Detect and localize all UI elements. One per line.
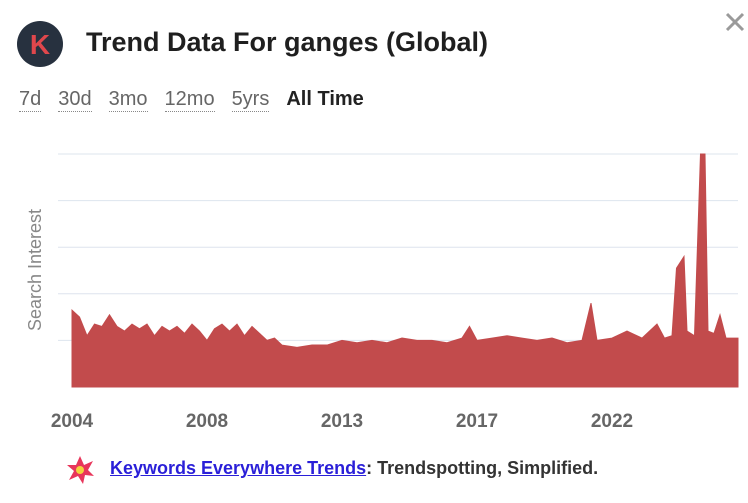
x-tick-label: 2004 bbox=[51, 411, 94, 432]
x-tick-label: 2008 bbox=[186, 411, 228, 432]
range-tab[interactable]: 30d bbox=[58, 88, 92, 112]
area bbox=[71, 153, 739, 388]
logo-letter: K bbox=[30, 29, 50, 60]
close-button[interactable] bbox=[725, 12, 745, 32]
x-tick-label: 2017 bbox=[456, 411, 498, 432]
x-tick-label: 2013 bbox=[321, 411, 363, 432]
y-axis-label: Search Interest bbox=[25, 209, 45, 331]
tagline: : Trendspotting, Simplified. bbox=[366, 458, 599, 478]
title: Trend Data For ganges (Global) bbox=[86, 27, 489, 57]
trends-icon bbox=[67, 456, 94, 484]
range-tab[interactable]: 5yrs bbox=[231, 88, 270, 112]
range-tab[interactable]: 7d bbox=[19, 88, 42, 112]
footer: Keywords Everywhere Trends: Trendspottin… bbox=[110, 458, 598, 479]
range-tabs: 7d 30d 3mo 12mo 5yrs All Time bbox=[19, 88, 364, 112]
x-tick-label: 2022 bbox=[591, 411, 633, 432]
logo bbox=[17, 21, 63, 67]
range-tab[interactable]: All Time bbox=[286, 88, 364, 110]
footer-link[interactable]: Keywords Everywhere Trends bbox=[110, 458, 367, 478]
range-tab[interactable]: 12mo bbox=[164, 88, 215, 112]
range-tab[interactable]: 3mo bbox=[108, 88, 148, 112]
